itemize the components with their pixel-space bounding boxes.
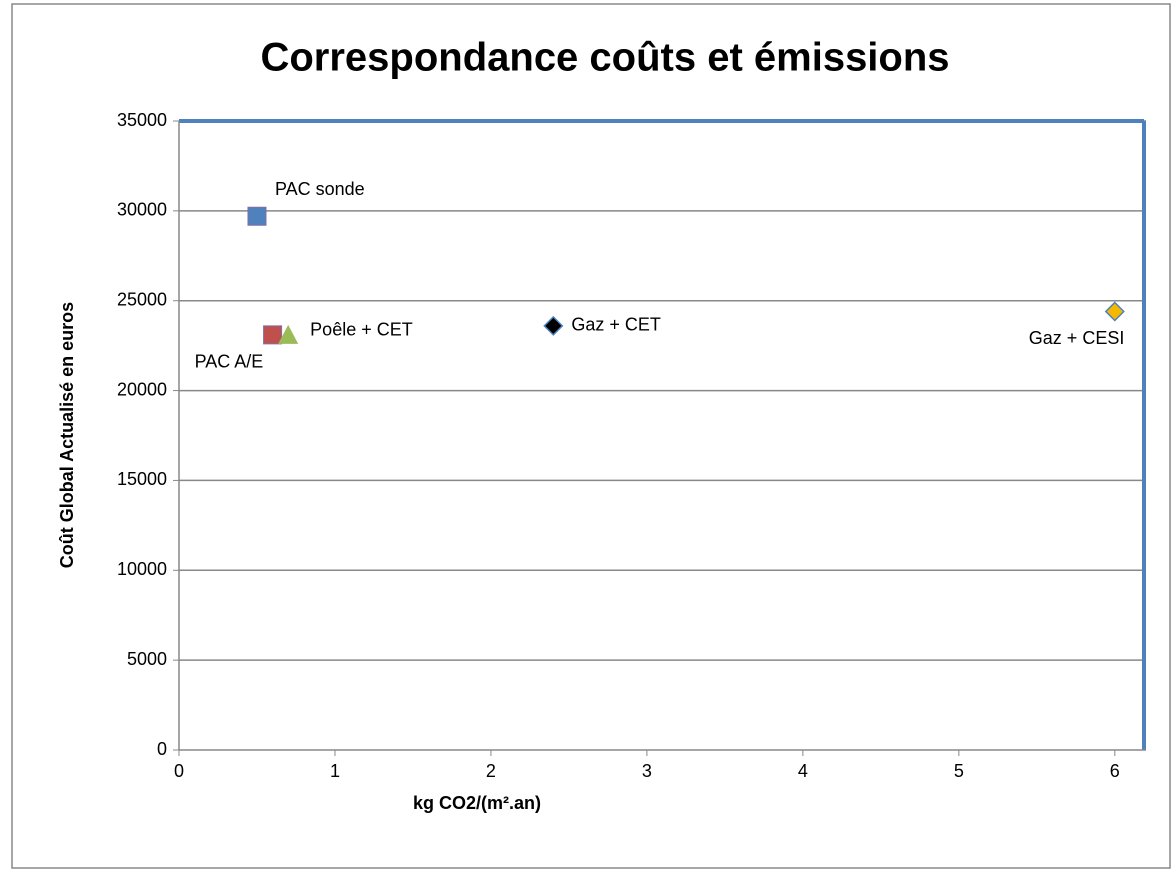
x-tick-label: 5 <box>954 761 964 781</box>
x-tick-label: 1 <box>330 761 340 781</box>
data-label: PAC A/E <box>195 352 264 372</box>
x-tick-label: 4 <box>798 761 808 781</box>
chart-title: Correspondance coûts et émissions <box>260 36 949 80</box>
x-tick-label: 0 <box>174 761 184 781</box>
y-tick-label: 30000 <box>117 200 167 220</box>
y-tick-label: 15000 <box>117 469 167 489</box>
point <box>1104 301 1125 322</box>
y-tick-label: 0 <box>157 739 167 759</box>
y-axis-label: Coût Global Actualisé en euros <box>57 302 77 568</box>
x-axis-label: kg CO2/(m².an) <box>413 793 541 813</box>
point <box>278 324 299 344</box>
y-tick-label: 5000 <box>127 649 167 669</box>
data-label: Poêle + CET <box>310 320 413 340</box>
data-label: Gaz + CET <box>571 315 661 335</box>
data-label: Gaz + CESI <box>1029 328 1125 348</box>
chart-border <box>11 3 1171 869</box>
y-tick-label: 10000 <box>117 559 167 579</box>
x-tick-label: 2 <box>486 761 496 781</box>
point <box>263 325 283 345</box>
point <box>543 315 564 336</box>
y-tick-label: 20000 <box>117 379 167 399</box>
point <box>247 206 267 226</box>
y-tick-label: 35000 <box>117 110 167 130</box>
x-tick-label: 3 <box>642 761 652 781</box>
x-tick-label: 6 <box>1110 761 1120 781</box>
data-label: PAC sonde <box>275 179 365 199</box>
y-tick-label: 25000 <box>117 289 167 309</box>
